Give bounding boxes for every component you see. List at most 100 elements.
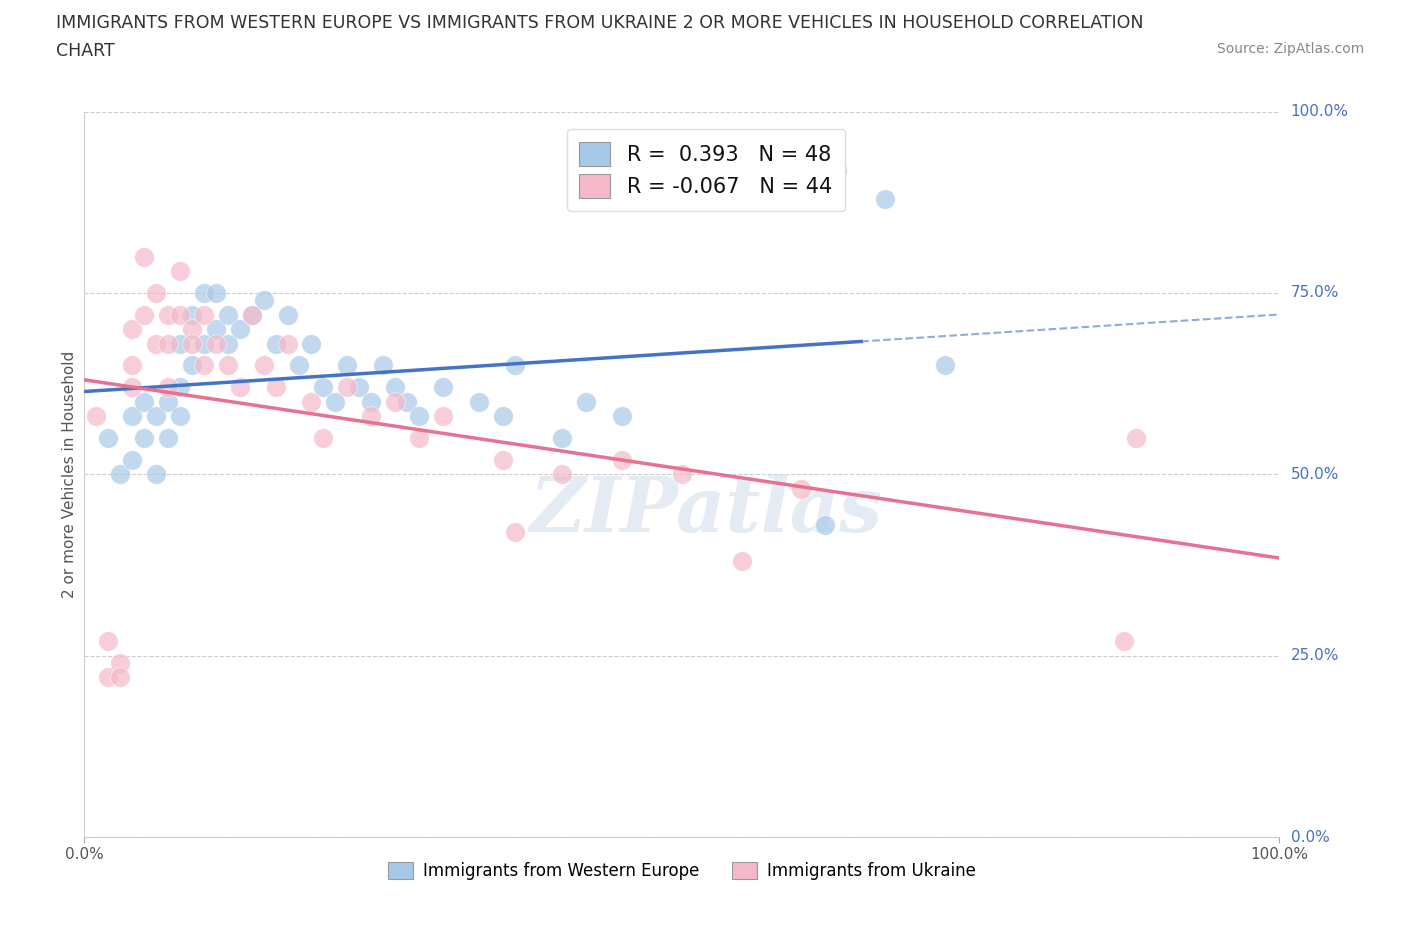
Point (169, 379, 191, 394)
Point (408, 409, 430, 424)
Point (217, 358, 239, 373)
Point (97, 431, 120, 445)
Point (217, 307, 239, 322)
Text: 75.0%: 75.0% (1291, 286, 1339, 300)
Point (157, 379, 180, 394)
Point (384, 379, 406, 394)
Point (193, 307, 215, 322)
Point (145, 337, 167, 352)
Point (205, 286, 228, 300)
Point (110, 467, 132, 482)
Point (97, 670, 120, 684)
Point (432, 409, 454, 424)
Point (169, 307, 191, 322)
Point (240, 307, 263, 322)
Point (551, 431, 574, 445)
Point (814, 518, 837, 533)
Point (181, 307, 204, 322)
Point (671, 467, 693, 482)
Text: Source: ZipAtlas.com: Source: ZipAtlas.com (1216, 42, 1364, 56)
Point (217, 337, 239, 352)
Point (145, 409, 167, 424)
Point (1114, 633, 1136, 648)
Point (264, 379, 287, 394)
Point (551, 467, 574, 482)
Point (97, 633, 120, 648)
Point (181, 322, 204, 337)
Point (169, 264, 191, 279)
Text: 25.0%: 25.0% (1291, 648, 1339, 663)
Point (110, 656, 132, 671)
Text: 50.0%: 50.0% (1291, 467, 1339, 482)
Point (132, 249, 156, 264)
Point (121, 358, 143, 373)
Point (384, 394, 406, 409)
Point (301, 394, 323, 409)
Text: ZIPatlas: ZIPatlas (529, 473, 883, 548)
Point (325, 394, 347, 409)
Legend: Immigrants from Western Europe, Immigrants from Ukraine: Immigrants from Western Europe, Immigran… (381, 856, 983, 886)
Point (612, 452, 634, 467)
Point (336, 358, 359, 373)
Point (396, 394, 419, 409)
Point (157, 337, 180, 352)
Point (157, 307, 180, 322)
Point (432, 379, 454, 394)
Point (360, 394, 382, 409)
Y-axis label: 2 or more Vehicles in Household: 2 or more Vehicles in Household (62, 351, 77, 598)
Point (193, 358, 215, 373)
Point (205, 322, 228, 337)
Point (277, 337, 299, 352)
Point (312, 379, 335, 394)
Point (790, 482, 813, 497)
Point (288, 358, 311, 373)
Text: 0.0%: 0.0% (1291, 830, 1329, 844)
Point (264, 337, 287, 352)
Point (132, 394, 156, 409)
Point (373, 358, 395, 373)
Point (492, 452, 515, 467)
Point (503, 525, 526, 539)
Point (277, 307, 299, 322)
Point (145, 467, 167, 482)
Point (1125, 431, 1147, 445)
Point (240, 307, 263, 322)
Text: CHART: CHART (56, 42, 115, 60)
Point (132, 431, 156, 445)
Point (169, 337, 191, 352)
Point (827, 162, 849, 177)
Text: IMMIGRANTS FROM WESTERN EUROPE VS IMMIGRANTS FROM UKRAINE 2 OR MORE VEHICLES IN : IMMIGRANTS FROM WESTERN EUROPE VS IMMIGR… (56, 14, 1143, 32)
Point (612, 409, 634, 424)
Point (229, 322, 252, 337)
Point (492, 409, 515, 424)
Point (205, 337, 228, 352)
Point (253, 293, 276, 308)
Point (193, 337, 215, 352)
Point (875, 192, 897, 206)
Point (503, 358, 526, 373)
Point (181, 337, 204, 352)
Point (145, 286, 167, 300)
Point (336, 379, 359, 394)
Point (110, 670, 132, 684)
Point (169, 409, 191, 424)
Point (157, 394, 180, 409)
Point (408, 431, 430, 445)
Point (934, 358, 956, 373)
Point (157, 431, 180, 445)
Point (253, 358, 276, 373)
Point (121, 452, 143, 467)
Point (121, 322, 143, 337)
Point (349, 379, 371, 394)
Point (468, 394, 491, 409)
Point (575, 394, 598, 409)
Point (121, 409, 143, 424)
Point (181, 358, 204, 373)
Point (360, 409, 382, 424)
Point (312, 431, 335, 445)
Point (132, 307, 156, 322)
Point (193, 286, 215, 300)
Point (121, 379, 143, 394)
Point (301, 337, 323, 352)
Text: 100.0%: 100.0% (1291, 104, 1348, 119)
